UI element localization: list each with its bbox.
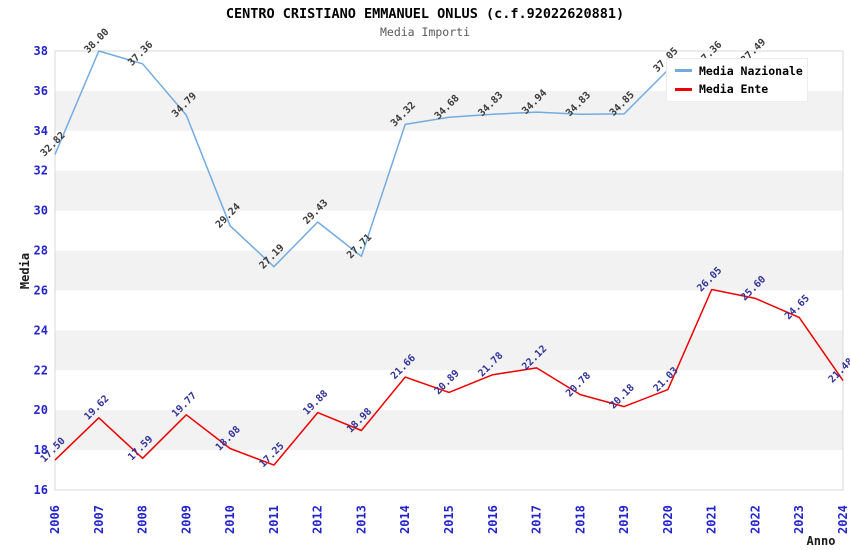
legend: Media Nazionale Media Ente: [666, 58, 808, 102]
y-axis-title: Media: [18, 253, 32, 289]
plot-border: [54, 50, 844, 491]
x-axis-title: Anno: [807, 534, 836, 548]
x-tick-label: 2018: [573, 505, 587, 534]
grid-band: [55, 170, 843, 211]
grid-band: [55, 410, 843, 451]
x-tick-label: 2019: [617, 505, 631, 534]
legend-line-swatch-red: [675, 87, 692, 91]
data-point-label: 20.18: [608, 382, 637, 411]
x-tick-label: 2017: [530, 505, 544, 534]
grid-band: [55, 330, 843, 371]
y-axis-tick-labels: 16 18 20 22 24 26 28 30 32 34 36 38: [34, 44, 48, 497]
y-tick-label: 38: [34, 44, 48, 58]
data-point-label: 20.89: [433, 368, 462, 397]
x-tick-label: 2015: [442, 505, 456, 534]
y-tick-label: 28: [34, 244, 48, 258]
series-line-media-nazionale: [54, 50, 756, 268]
x-tick-label: 2007: [92, 505, 106, 534]
x-tick-label: 2011: [267, 505, 281, 534]
x-axis-tick-labels: 2006 2007 2008 2009 2010 2011 2012 2013 2014 2015…: [48, 505, 850, 534]
data-point-label: 37.36: [126, 39, 155, 68]
data-point-label: 20.78: [564, 370, 593, 399]
x-tick-label: 2010: [223, 505, 237, 534]
x-tick-label: 2024: [836, 505, 850, 534]
y-tick-label: 24: [34, 323, 48, 337]
x-tick-label: 2012: [311, 505, 325, 534]
legend-label: Media Nazionale: [699, 63, 803, 78]
grid-band: [55, 250, 843, 291]
y-tick-label: 34: [34, 124, 48, 138]
x-tick-label: 2020: [661, 505, 675, 534]
series-line-media-ente: [54, 288, 844, 466]
y-tick-label: 32: [34, 164, 48, 178]
legend-item-media-nazionale: Media Nazionale: [675, 62, 803, 80]
x-tick-label: 2013: [354, 505, 368, 534]
chart-subtitle: Media Importi: [379, 25, 470, 39]
legend-line-swatch-blue: [675, 69, 692, 73]
y-tick-label: 30: [34, 204, 48, 218]
plot-bands: [55, 90, 843, 451]
x-tick-label: 2023: [792, 505, 806, 534]
x-tick-label: 2009: [179, 505, 193, 534]
legend-item-media-ente: Media Ente: [675, 80, 799, 98]
x-tick-label: 2014: [398, 505, 412, 534]
y-tick-label: 26: [34, 283, 48, 297]
chart-title: CENTRO CRISTIANO EMMANUEL ONLUS (c.f.920…: [225, 6, 625, 22]
legend-label: Media Ente: [699, 82, 769, 97]
x-tick-label: 2008: [136, 505, 150, 534]
y-tick-label: 20: [34, 403, 48, 417]
x-tick-label: 2016: [486, 505, 500, 534]
y-tick-label: 22: [34, 363, 48, 377]
x-tick-label: 2021: [705, 505, 719, 534]
y-tick-label: 16: [34, 483, 48, 497]
x-tick-label: 2022: [748, 505, 762, 534]
data-point-label: 24.65: [783, 293, 812, 322]
y-tick-label: 18: [34, 443, 48, 457]
x-tick-label: 2006: [48, 505, 62, 534]
y-tick-label: 36: [34, 84, 48, 98]
